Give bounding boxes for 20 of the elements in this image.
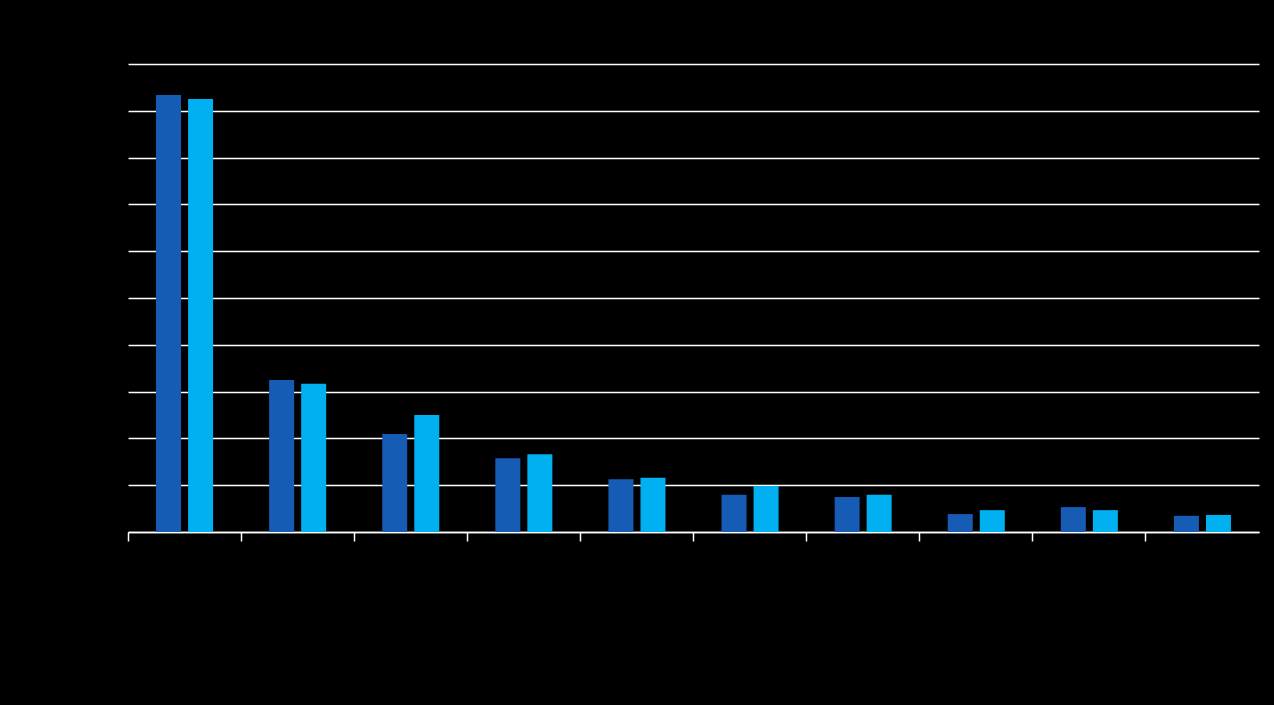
bar xyxy=(834,497,860,532)
bar xyxy=(1173,515,1199,532)
bar xyxy=(527,454,553,532)
bar xyxy=(382,434,408,532)
bar xyxy=(1205,514,1231,532)
bar xyxy=(414,414,440,532)
bar xyxy=(866,494,892,532)
bar xyxy=(640,477,666,532)
bar xyxy=(1060,507,1086,532)
bar xyxy=(188,98,214,532)
bar xyxy=(301,383,327,532)
bar xyxy=(979,510,1005,532)
bar xyxy=(608,479,634,532)
bar xyxy=(156,95,182,532)
bar xyxy=(947,514,973,532)
bar xyxy=(495,458,521,532)
bar xyxy=(269,379,295,532)
bar xyxy=(1092,510,1118,532)
bar xyxy=(721,494,747,532)
bar xyxy=(753,486,779,532)
